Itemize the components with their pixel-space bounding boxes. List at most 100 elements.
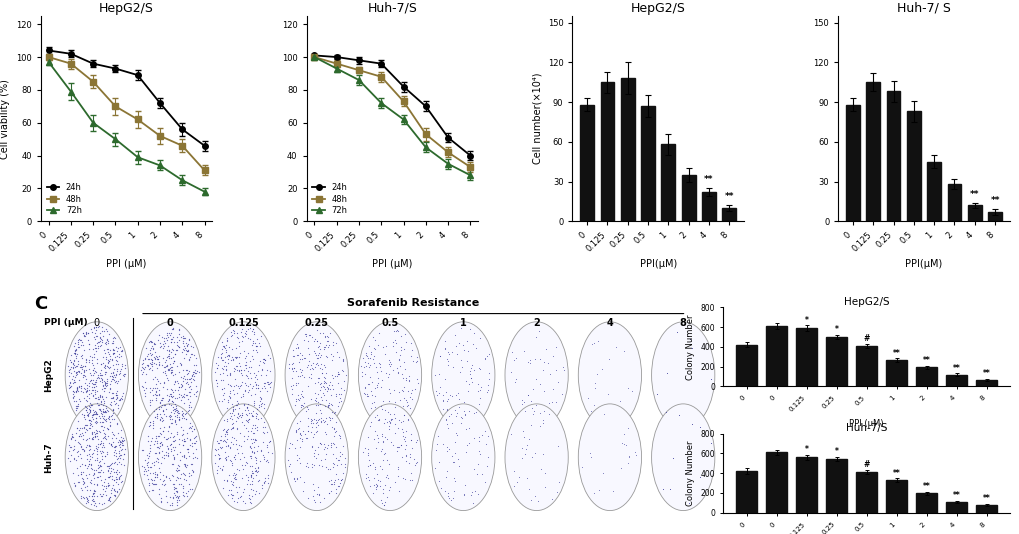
Point	[313, 359, 329, 368]
Point	[69, 471, 86, 480]
Point	[100, 496, 116, 505]
Point	[161, 433, 177, 442]
Point	[105, 375, 121, 384]
Point	[77, 362, 94, 370]
Point	[81, 416, 97, 425]
Point	[368, 481, 384, 489]
Point	[229, 414, 246, 423]
Point	[518, 444, 534, 453]
Point	[262, 437, 278, 445]
Point	[222, 389, 238, 397]
Point	[240, 427, 257, 435]
Point	[600, 355, 616, 363]
Point	[104, 374, 120, 383]
Point	[75, 373, 92, 381]
Point	[316, 378, 332, 386]
Point	[255, 438, 271, 446]
Point	[145, 374, 161, 383]
Point	[102, 486, 118, 494]
Point	[479, 452, 495, 461]
Point	[397, 395, 414, 404]
Point	[167, 400, 183, 409]
Text: **: **	[981, 370, 989, 379]
Point	[227, 417, 244, 425]
Ellipse shape	[651, 322, 714, 428]
Point	[70, 367, 87, 375]
Point	[98, 337, 114, 346]
Point	[147, 469, 163, 478]
Point	[305, 418, 321, 427]
Point	[391, 351, 408, 359]
Point	[184, 368, 201, 376]
Point	[101, 350, 117, 359]
Point	[470, 387, 486, 395]
Point	[223, 457, 239, 465]
Point	[178, 489, 195, 497]
Point	[103, 441, 119, 450]
Point	[115, 441, 131, 449]
Point	[79, 412, 96, 420]
Point	[138, 464, 154, 473]
Point	[79, 497, 96, 505]
Point	[216, 436, 232, 445]
Point	[619, 384, 635, 392]
Point	[108, 391, 124, 399]
Point	[217, 448, 233, 457]
Bar	[946, 374, 966, 387]
Point	[544, 385, 560, 394]
Point	[329, 475, 345, 483]
Point	[333, 366, 350, 374]
Point	[180, 395, 197, 404]
Point	[239, 480, 256, 489]
Point	[168, 362, 184, 370]
Point	[222, 394, 238, 402]
Point	[170, 480, 186, 488]
Point	[181, 352, 198, 361]
Point	[399, 387, 416, 395]
Point	[291, 428, 308, 437]
Point	[137, 363, 153, 372]
Point	[178, 391, 195, 400]
Point	[225, 468, 242, 477]
Point	[232, 381, 249, 390]
Point	[90, 400, 106, 409]
Point	[395, 411, 412, 420]
Point	[366, 344, 382, 353]
Point	[96, 386, 112, 395]
Point	[175, 332, 192, 340]
Point	[99, 376, 115, 385]
Point	[65, 342, 82, 351]
Point	[86, 474, 102, 482]
Point	[83, 406, 99, 415]
Point	[243, 453, 259, 462]
Point	[247, 490, 263, 498]
Point	[153, 494, 169, 502]
Point	[244, 439, 260, 447]
Point	[151, 403, 167, 411]
Point	[229, 444, 246, 453]
Point	[160, 434, 176, 442]
Point	[153, 403, 169, 411]
Point	[253, 414, 269, 422]
Point	[137, 388, 153, 397]
X-axis label: PPI (μM): PPI (μM)	[372, 259, 412, 269]
Point	[159, 331, 175, 340]
Point	[177, 475, 194, 484]
Point	[150, 431, 166, 440]
Point	[85, 344, 101, 353]
Point	[109, 420, 125, 428]
Point	[92, 371, 108, 379]
Point	[219, 435, 235, 443]
Point	[246, 400, 262, 409]
Point	[185, 372, 202, 380]
Point	[337, 460, 354, 468]
Point	[289, 378, 306, 387]
Point	[620, 453, 636, 461]
Point	[171, 435, 187, 444]
Point	[142, 418, 158, 426]
Point	[111, 395, 127, 403]
Point	[83, 352, 99, 360]
Point	[524, 404, 540, 412]
Point	[95, 447, 111, 456]
Point	[244, 476, 260, 485]
